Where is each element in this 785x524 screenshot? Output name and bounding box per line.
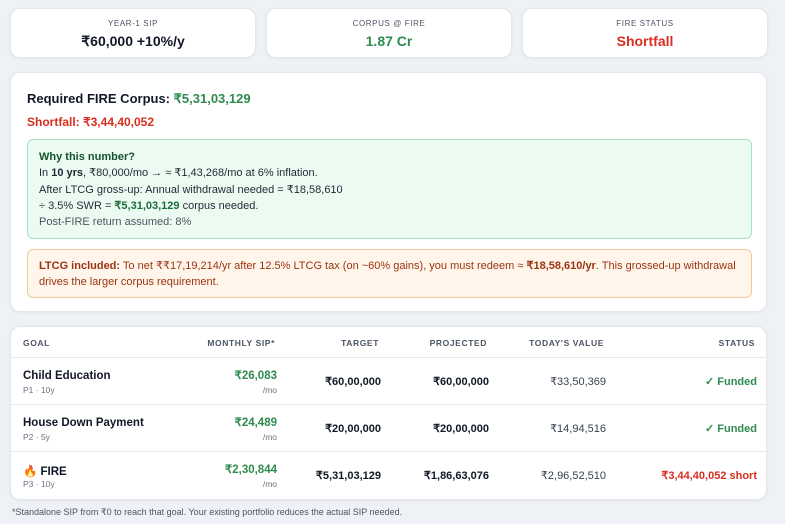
monthly-sip: ₹26,083 bbox=[234, 370, 278, 382]
projected: ₹20,00,000 bbox=[433, 423, 489, 435]
goals-table: GOAL MONTHLY SIP* TARGET PROJECTED TODAY'S V… bbox=[10, 326, 767, 500]
value: ₹5,31,03,129 bbox=[173, 91, 251, 106]
card-label: FIRE STATUS bbox=[616, 19, 674, 28]
why-title: Why this number? bbox=[39, 151, 135, 163]
text: . This grossed-up withdrawal drives the … bbox=[39, 260, 736, 288]
text: 10 yrs bbox=[51, 167, 84, 180]
column-header: MONTHLY SIP* bbox=[207, 338, 275, 348]
text: After LTCG gross-up: Annual withdrawal n… bbox=[39, 183, 343, 196]
text: ₹18,58,610/yr bbox=[526, 260, 596, 272]
projected: ₹1,86,63,076 bbox=[423, 470, 489, 482]
sip-unit: /mo bbox=[262, 432, 277, 442]
goal-name: Child Education bbox=[23, 370, 111, 382]
status: ✓ Funded bbox=[705, 376, 757, 388]
required-corpus: Required FIRE Corpus: ₹5,31,03,129 bbox=[27, 91, 750, 107]
status: ✓ Funded bbox=[705, 423, 757, 435]
ltcg-label: LTCG included: bbox=[39, 260, 121, 272]
projected: ₹60,00,000 bbox=[433, 376, 489, 388]
goal-name: House Down Payment bbox=[23, 417, 144, 429]
todays-value: ₹2,96,52,510 bbox=[540, 470, 606, 482]
text: ₹5,31,03,129 bbox=[114, 199, 180, 212]
why-line: ÷ 3.5% SWR = ₹5,31,03,129 corpus needed. bbox=[39, 198, 740, 214]
goal-name: 🔥 FIRE bbox=[23, 464, 67, 478]
status: ₹3,44,40,052 short bbox=[661, 470, 757, 482]
text: ÷ 3.5% SWR = bbox=[39, 199, 115, 212]
todays-value: ₹14,94,516 bbox=[550, 423, 606, 435]
column-header: PROJECTED bbox=[429, 338, 487, 348]
sip-unit: /mo bbox=[262, 385, 277, 395]
column-header: TODAY'S VALUE bbox=[529, 338, 604, 348]
card-label: CORPUS @ FIRE bbox=[352, 19, 426, 28]
target: ₹5,31,03,129 bbox=[315, 470, 381, 482]
sip-unit: /mo bbox=[262, 479, 277, 489]
text: , ₹80,000/mo → ≈ ₹1,43,268/mo at 6% infl… bbox=[83, 167, 318, 180]
ltcg-box: LTCG included: To net ₹₹17,19,214/yr aft… bbox=[27, 249, 752, 298]
summary-card: YEAR-1 SIP ₹60,000 +10%/y bbox=[10, 8, 256, 58]
shortfall: Shortfall: ₹3,44,40,052 bbox=[27, 115, 155, 129]
goal-meta: P1 · 10y bbox=[23, 385, 55, 395]
monthly-sip: ₹24,489 bbox=[234, 417, 278, 429]
fire-icon: 🔥 bbox=[23, 466, 41, 478]
summary-card: FIRE STATUS Shortfall bbox=[522, 8, 768, 58]
why-line: After LTCG gross-up: Annual withdrawal n… bbox=[39, 182, 740, 198]
column-header: STATUS bbox=[718, 338, 755, 348]
card-value: ₹60,000 +10%/y bbox=[81, 33, 185, 49]
text: FIRE bbox=[40, 466, 67, 478]
label: Required FIRE Corpus: bbox=[27, 91, 171, 106]
text: In bbox=[39, 167, 52, 180]
table-row: House Down Payment P2 · 5y ₹24,489/mo ₹20,0… bbox=[11, 404, 766, 451]
text: corpus needed. bbox=[179, 199, 259, 212]
monthly-sip: ₹2,30,844 bbox=[224, 464, 277, 476]
text: To net ₹₹17,19,214/yr after 12.5% LTCG t… bbox=[120, 260, 527, 272]
why-line: In 10 yrs, ₹80,000/mo → ≈ ₹1,43,268/mo a… bbox=[39, 165, 740, 181]
footnote: *Standalone SIP from ₹0 to reach that go… bbox=[12, 507, 403, 517]
table-row: 🔥 FIRE P3 · 10y ₹2,30,844/mo ₹5,31,03,129 ₹1… bbox=[11, 451, 766, 499]
table-row: Child Education P1 · 10y ₹26,083/mo ₹60,00,… bbox=[11, 357, 766, 404]
target: ₹20,00,000 bbox=[325, 423, 381, 435]
corpus-card: Required FIRE Corpus: ₹5,31,03,129 Short… bbox=[10, 72, 767, 312]
summary-card: CORPUS @ FIRE 1.87 Cr bbox=[266, 8, 512, 58]
goal-meta: P3 · 10y bbox=[23, 479, 55, 489]
target: ₹60,00,000 bbox=[325, 376, 381, 388]
why-box: Why this number? In 10 yrs, ₹80,000/mo →… bbox=[27, 139, 752, 239]
todays-value: ₹33,50,369 bbox=[550, 376, 606, 388]
card-value: Shortfall bbox=[616, 33, 674, 49]
card-label: YEAR-1 SIP bbox=[107, 19, 158, 28]
card-value: 1.87 Cr bbox=[365, 33, 413, 49]
column-header: GOAL bbox=[23, 338, 50, 348]
column-header: TARGET bbox=[341, 338, 379, 348]
goal-meta: P2 · 5y bbox=[23, 432, 50, 442]
why-note: Post-FIRE return assumed: 8% bbox=[39, 216, 192, 229]
